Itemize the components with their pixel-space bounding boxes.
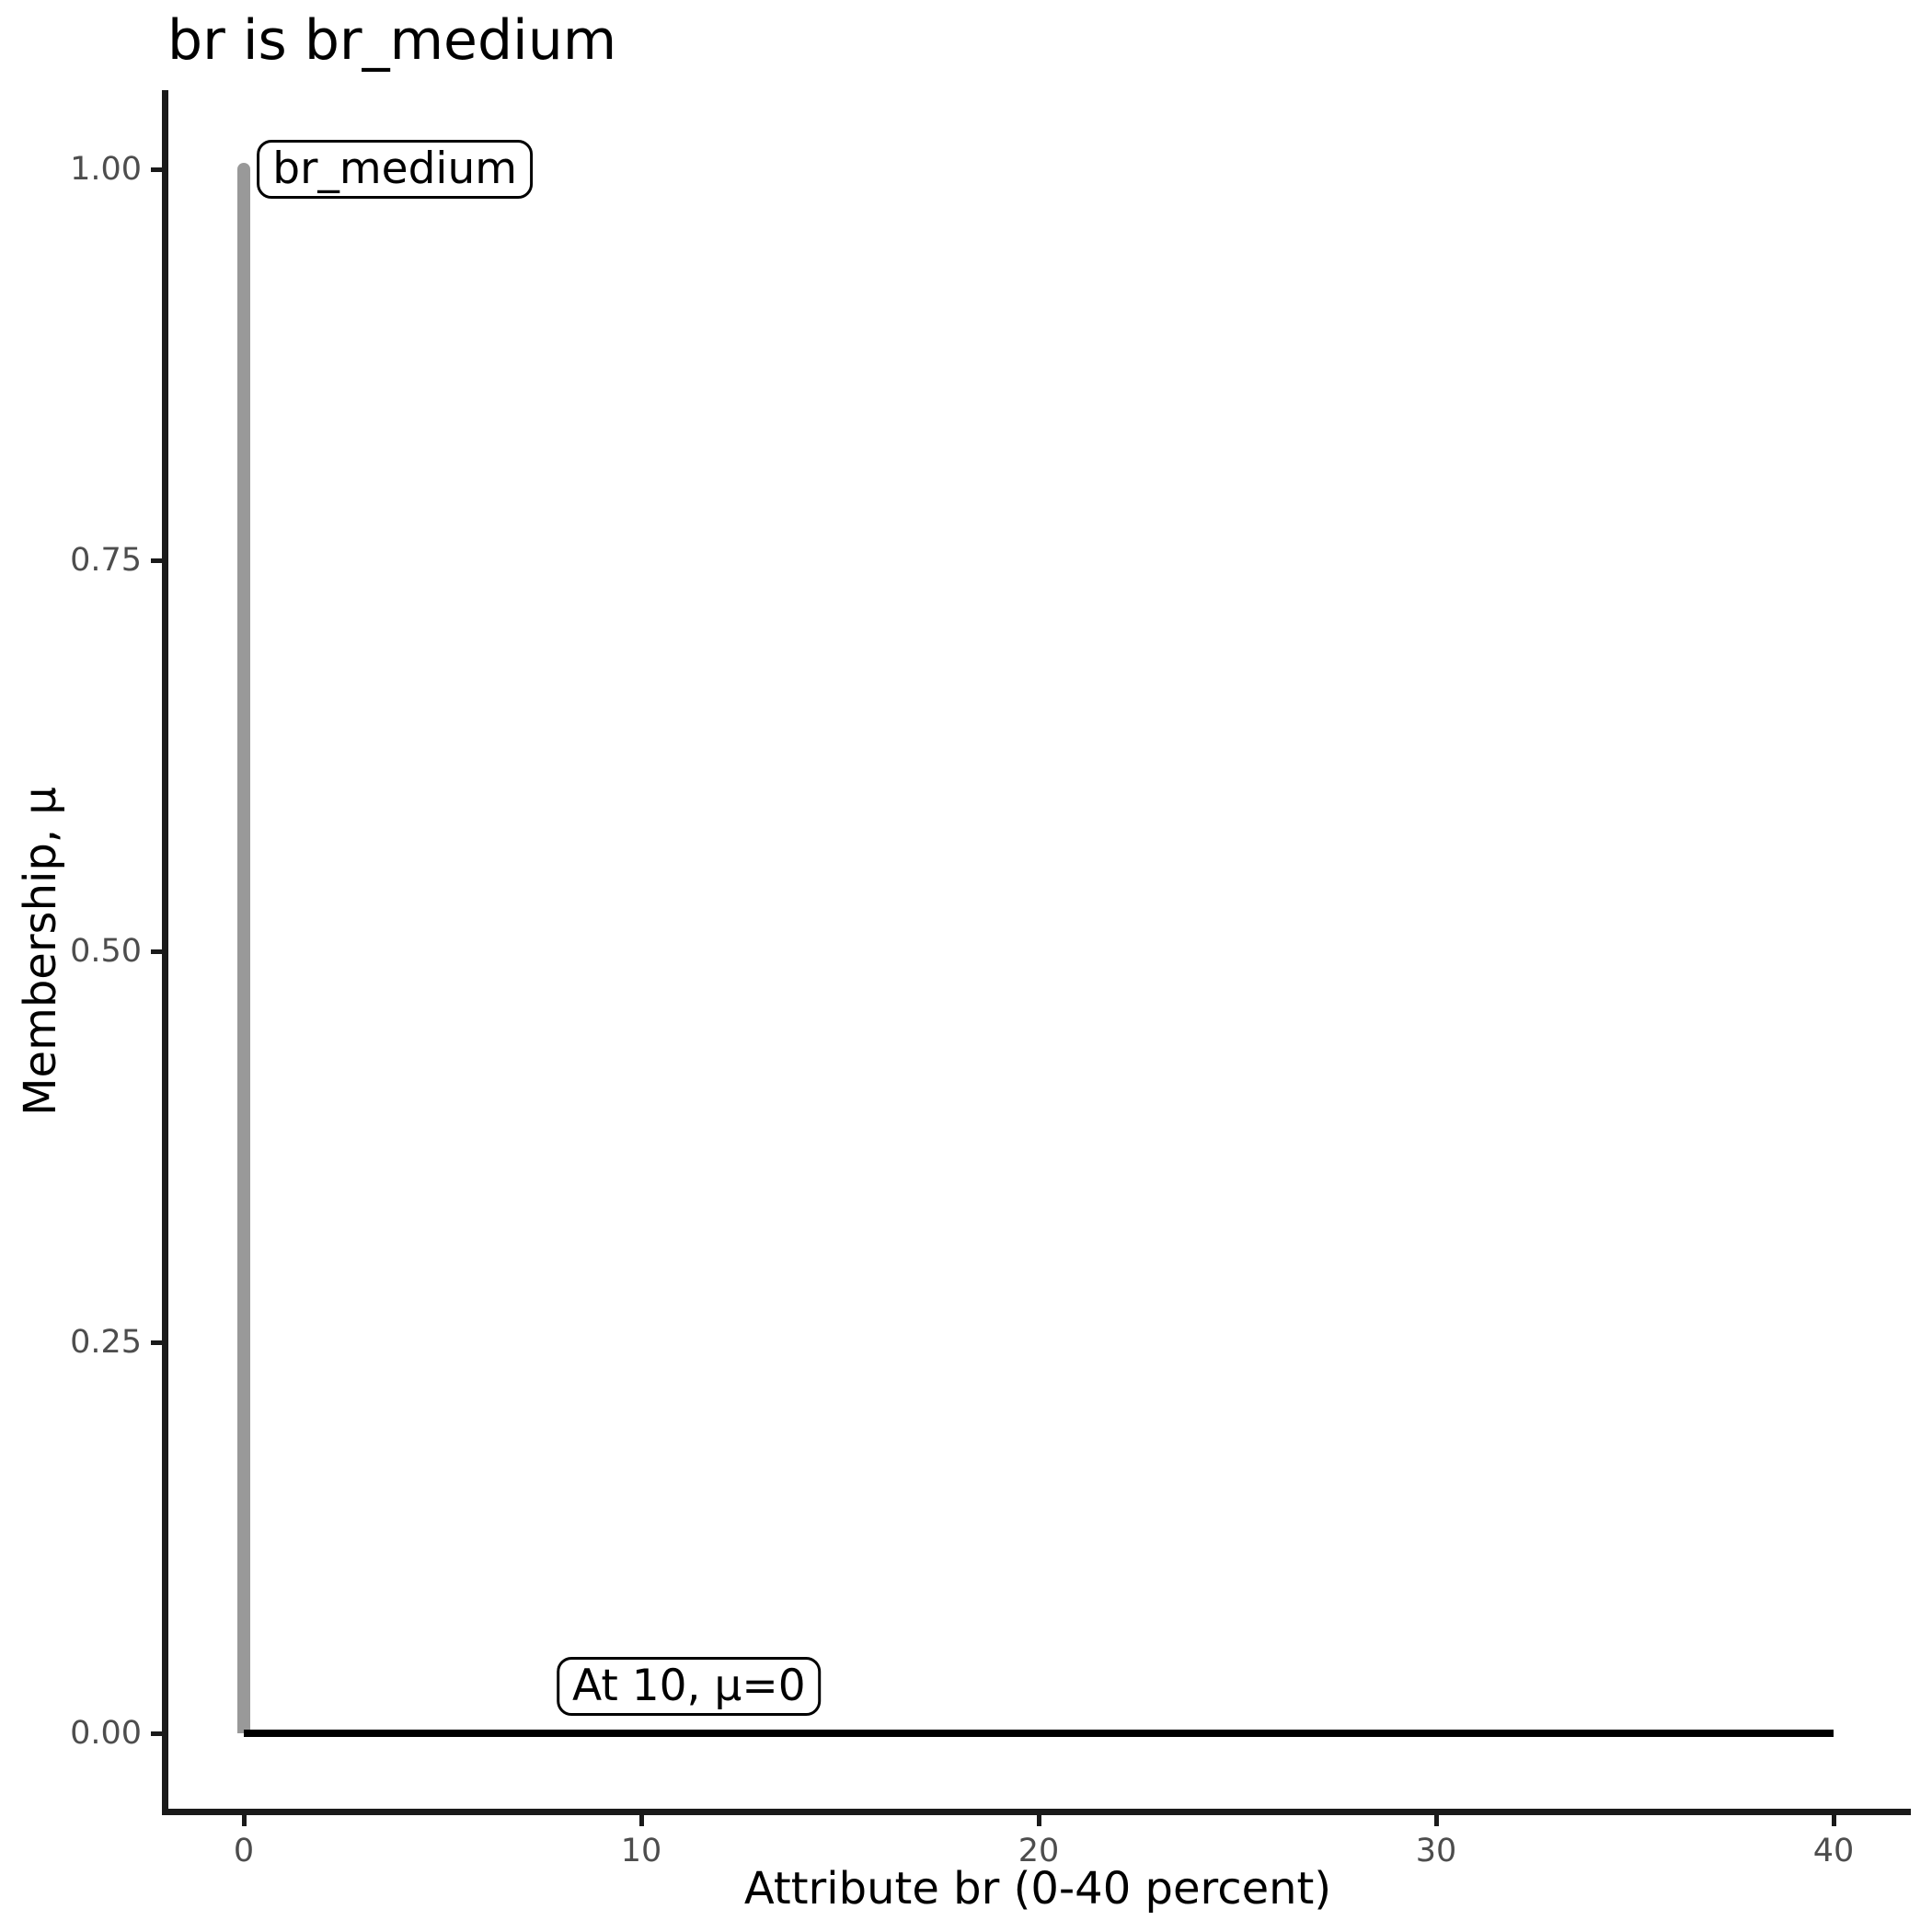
y-tick-label: 1.00 (70, 151, 142, 188)
chart-title: br is br_medium (167, 8, 617, 73)
series-segment-br_medium-membership-spike (237, 163, 250, 1733)
x-tick-label: 10 (620, 1833, 662, 1869)
annotation-label: br_medium (257, 140, 534, 199)
y-tick-label: 0.25 (70, 1324, 142, 1361)
x-tick-label: 30 (1415, 1833, 1457, 1869)
x-tick (1433, 1815, 1439, 1826)
x-tick-label: 0 (233, 1833, 255, 1869)
y-tick (151, 949, 162, 954)
y-tick (151, 1340, 162, 1345)
y-tick (151, 1731, 162, 1736)
y-axis-line (162, 90, 168, 1815)
y-tick-label: 0.50 (70, 933, 142, 970)
y-tick (151, 167, 162, 172)
x-axis-line (162, 1809, 1911, 1815)
series-segment-membership-result-line (244, 1730, 1834, 1737)
x-tick (1036, 1815, 1041, 1826)
annotation-label: At 10, μ=0 (557, 1657, 822, 1716)
x-tick-label: 40 (1812, 1833, 1855, 1869)
x-tick (1831, 1815, 1836, 1826)
y-tick (151, 558, 162, 563)
x-axis-title: Attribute br (0-40 percent) (743, 1863, 1332, 1915)
x-tick (241, 1815, 247, 1826)
x-tick (638, 1815, 644, 1826)
y-tick-label: 0.75 (70, 542, 142, 579)
x-tick-label: 20 (1018, 1833, 1060, 1869)
y-tick-label: 0.00 (70, 1715, 142, 1752)
